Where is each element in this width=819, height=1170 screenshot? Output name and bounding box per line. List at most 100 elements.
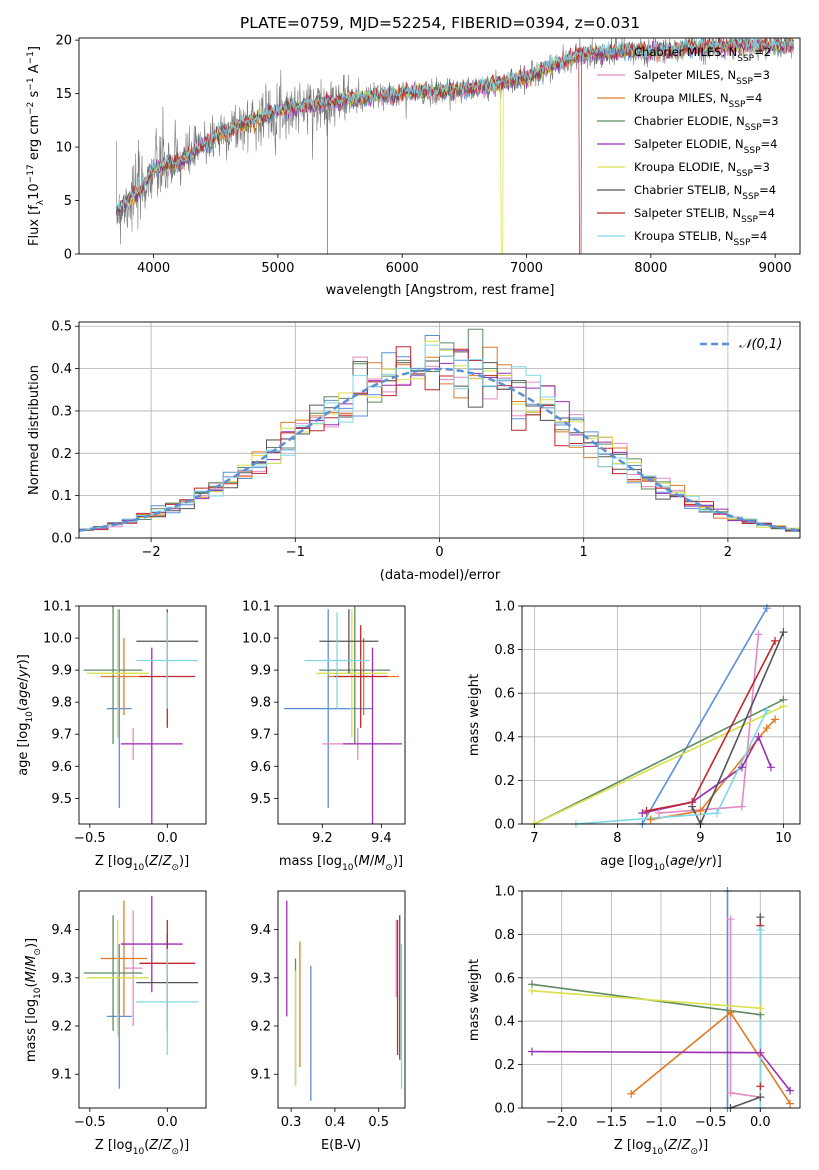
y-axis-label: age [log10(age/yr)]: [16, 654, 35, 776]
plot-area: [83, 895, 199, 1089]
weight-marker: [696, 806, 705, 815]
y-tick-label: 0.4: [494, 1015, 515, 1030]
y-axis-label: Normed distribution: [27, 365, 42, 495]
legend-label: Kroupa MILES, NSSP=4: [634, 91, 762, 110]
y-tick-label: 0.8: [494, 928, 515, 943]
y-tick-label: 9.6: [51, 760, 72, 775]
x-tick-label: −0.5: [74, 831, 106, 846]
weight-marker: [786, 1086, 795, 1095]
x-tick-label: 0.0: [750, 1115, 771, 1130]
axes-weight_vs_Z: −2.0 −1.5 −1.0 −0.5 0.0 0.0 0.2 0.4 0.6 0.8 1.0: [494, 885, 801, 1130]
legend-label: Salpeter ELODIE, NSSP=4: [634, 137, 777, 156]
x-tick-label: 0.4: [325, 1115, 346, 1130]
weight-marker: [726, 915, 735, 924]
weight-marker: [756, 1004, 765, 1013]
weight-marker: [779, 702, 788, 711]
x-tick-label: 2: [724, 545, 732, 560]
x-tick-label: 7000: [510, 261, 543, 276]
y-tick-label: 9.2: [51, 1020, 72, 1035]
x-tick-label: 0.3: [281, 1115, 302, 1130]
x-tick-label: 0: [435, 545, 443, 560]
x-tick-label: 10: [775, 831, 792, 846]
y-tick-label: 0.8: [494, 643, 515, 658]
weight-marker: [756, 913, 765, 922]
axes-frame: [78, 605, 207, 825]
x-tick-label: 4000: [137, 261, 170, 276]
axes-frame: [277, 890, 406, 1109]
x-tick-label: 9: [696, 831, 704, 846]
y-tick-label: 0.6: [494, 687, 515, 702]
x-tick-label: 0.0: [157, 1115, 178, 1130]
weight-marker: [527, 986, 536, 995]
weight-marker: [762, 604, 771, 613]
y-tick-label: 15: [55, 87, 72, 102]
weight-marker: [737, 763, 746, 772]
axes-frame: [78, 37, 801, 255]
weight-marker: [771, 636, 780, 645]
weight-marker: [754, 732, 763, 741]
y-tick-label: 9.3: [250, 971, 271, 986]
y-tick-label: 9.7: [250, 728, 271, 743]
weight-marker: [762, 706, 771, 715]
plot-area: [79, 328, 800, 533]
y-tick-label: 0.3: [51, 404, 72, 419]
y-tick-label: 9.5: [250, 792, 271, 807]
axes-frame: [521, 605, 801, 825]
weight-marker: [627, 1089, 636, 1098]
x-tick-label: −0.5: [74, 1115, 106, 1130]
weight-marker: [762, 724, 771, 733]
y-tick-label: 0.6: [494, 971, 515, 986]
plot-area: [534, 607, 785, 824]
x-tick-label: 0.0: [157, 831, 178, 846]
y-tick-label: 0.0: [51, 532, 72, 547]
x-tick-label: −1: [286, 545, 305, 560]
y-tick-label: 9.3: [51, 971, 72, 986]
x-axis-label: E(B-V): [321, 1138, 361, 1153]
weight-marker: [654, 809, 663, 818]
y-tick-label: 9.7: [51, 728, 72, 743]
y-tick-label: 9.1: [250, 1068, 271, 1083]
y-tick-label: 9.9: [250, 664, 271, 679]
axes-frame: [277, 605, 406, 825]
weight-marker: [527, 1047, 536, 1056]
y-tick-label: 0.2: [494, 774, 515, 789]
x-tick-label: 1: [580, 545, 588, 560]
weight-marker: [756, 1093, 765, 1102]
weight-marker: [766, 763, 775, 772]
legend-label: Chabrier STELIB, NSSP=4: [634, 183, 776, 202]
x-tick-label: 8000: [634, 261, 667, 276]
x-axis-label: wavelength [Angstrom, rest frame]: [326, 283, 555, 298]
x-axis-label: age [log10(age/yr)]: [600, 854, 722, 873]
x-axis-label: mass [log10(M/M⊙)]: [279, 854, 403, 873]
y-tick-label: 1.0: [494, 885, 515, 900]
weight-marker: [688, 798, 697, 807]
legend-label: Chabrier MILES, NSSP=2: [634, 45, 771, 64]
y-tick-label: 0.0: [494, 1102, 515, 1117]
weight-marker: [642, 806, 651, 815]
y-tick-label: 10.0: [43, 632, 72, 647]
weight-marker: [756, 1048, 765, 1057]
weight-line-6: [691, 631, 785, 824]
y-axis-label: mass weight: [467, 959, 482, 1041]
legend-label: Kroupa ELODIE, NSSP=3: [634, 160, 770, 179]
y-tick-label: 0.2: [494, 1058, 515, 1073]
weight-marker: [779, 628, 788, 637]
y-tick-label: 0.0: [494, 818, 515, 833]
weight-marker: [786, 1099, 795, 1108]
y-tick-label: 9.6: [250, 760, 271, 775]
weight-line-0: [641, 607, 768, 824]
legend-label: 𝒩(0,1): [739, 337, 782, 352]
legend-label: Chabrier ELODIE, NSSP=3: [634, 114, 779, 133]
weight-marker: [737, 802, 746, 811]
x-tick-label: 9000: [759, 261, 792, 276]
weight-marker: [638, 809, 647, 818]
plot-area: [115, 38, 794, 254]
plot-area: [83, 606, 199, 824]
x-tick-label: −0.5: [695, 1115, 727, 1130]
legend: Chabrier MILES, NSSP=2 Salpeter MILES, NS…: [597, 45, 779, 248]
y-tick-label: 9.8: [51, 696, 72, 711]
x-axis-label: Z [log10(Z/Z⊙)]: [614, 1138, 708, 1157]
y-tick-label: 9.4: [250, 923, 271, 938]
x-tick-label: −2.0: [546, 1115, 578, 1130]
